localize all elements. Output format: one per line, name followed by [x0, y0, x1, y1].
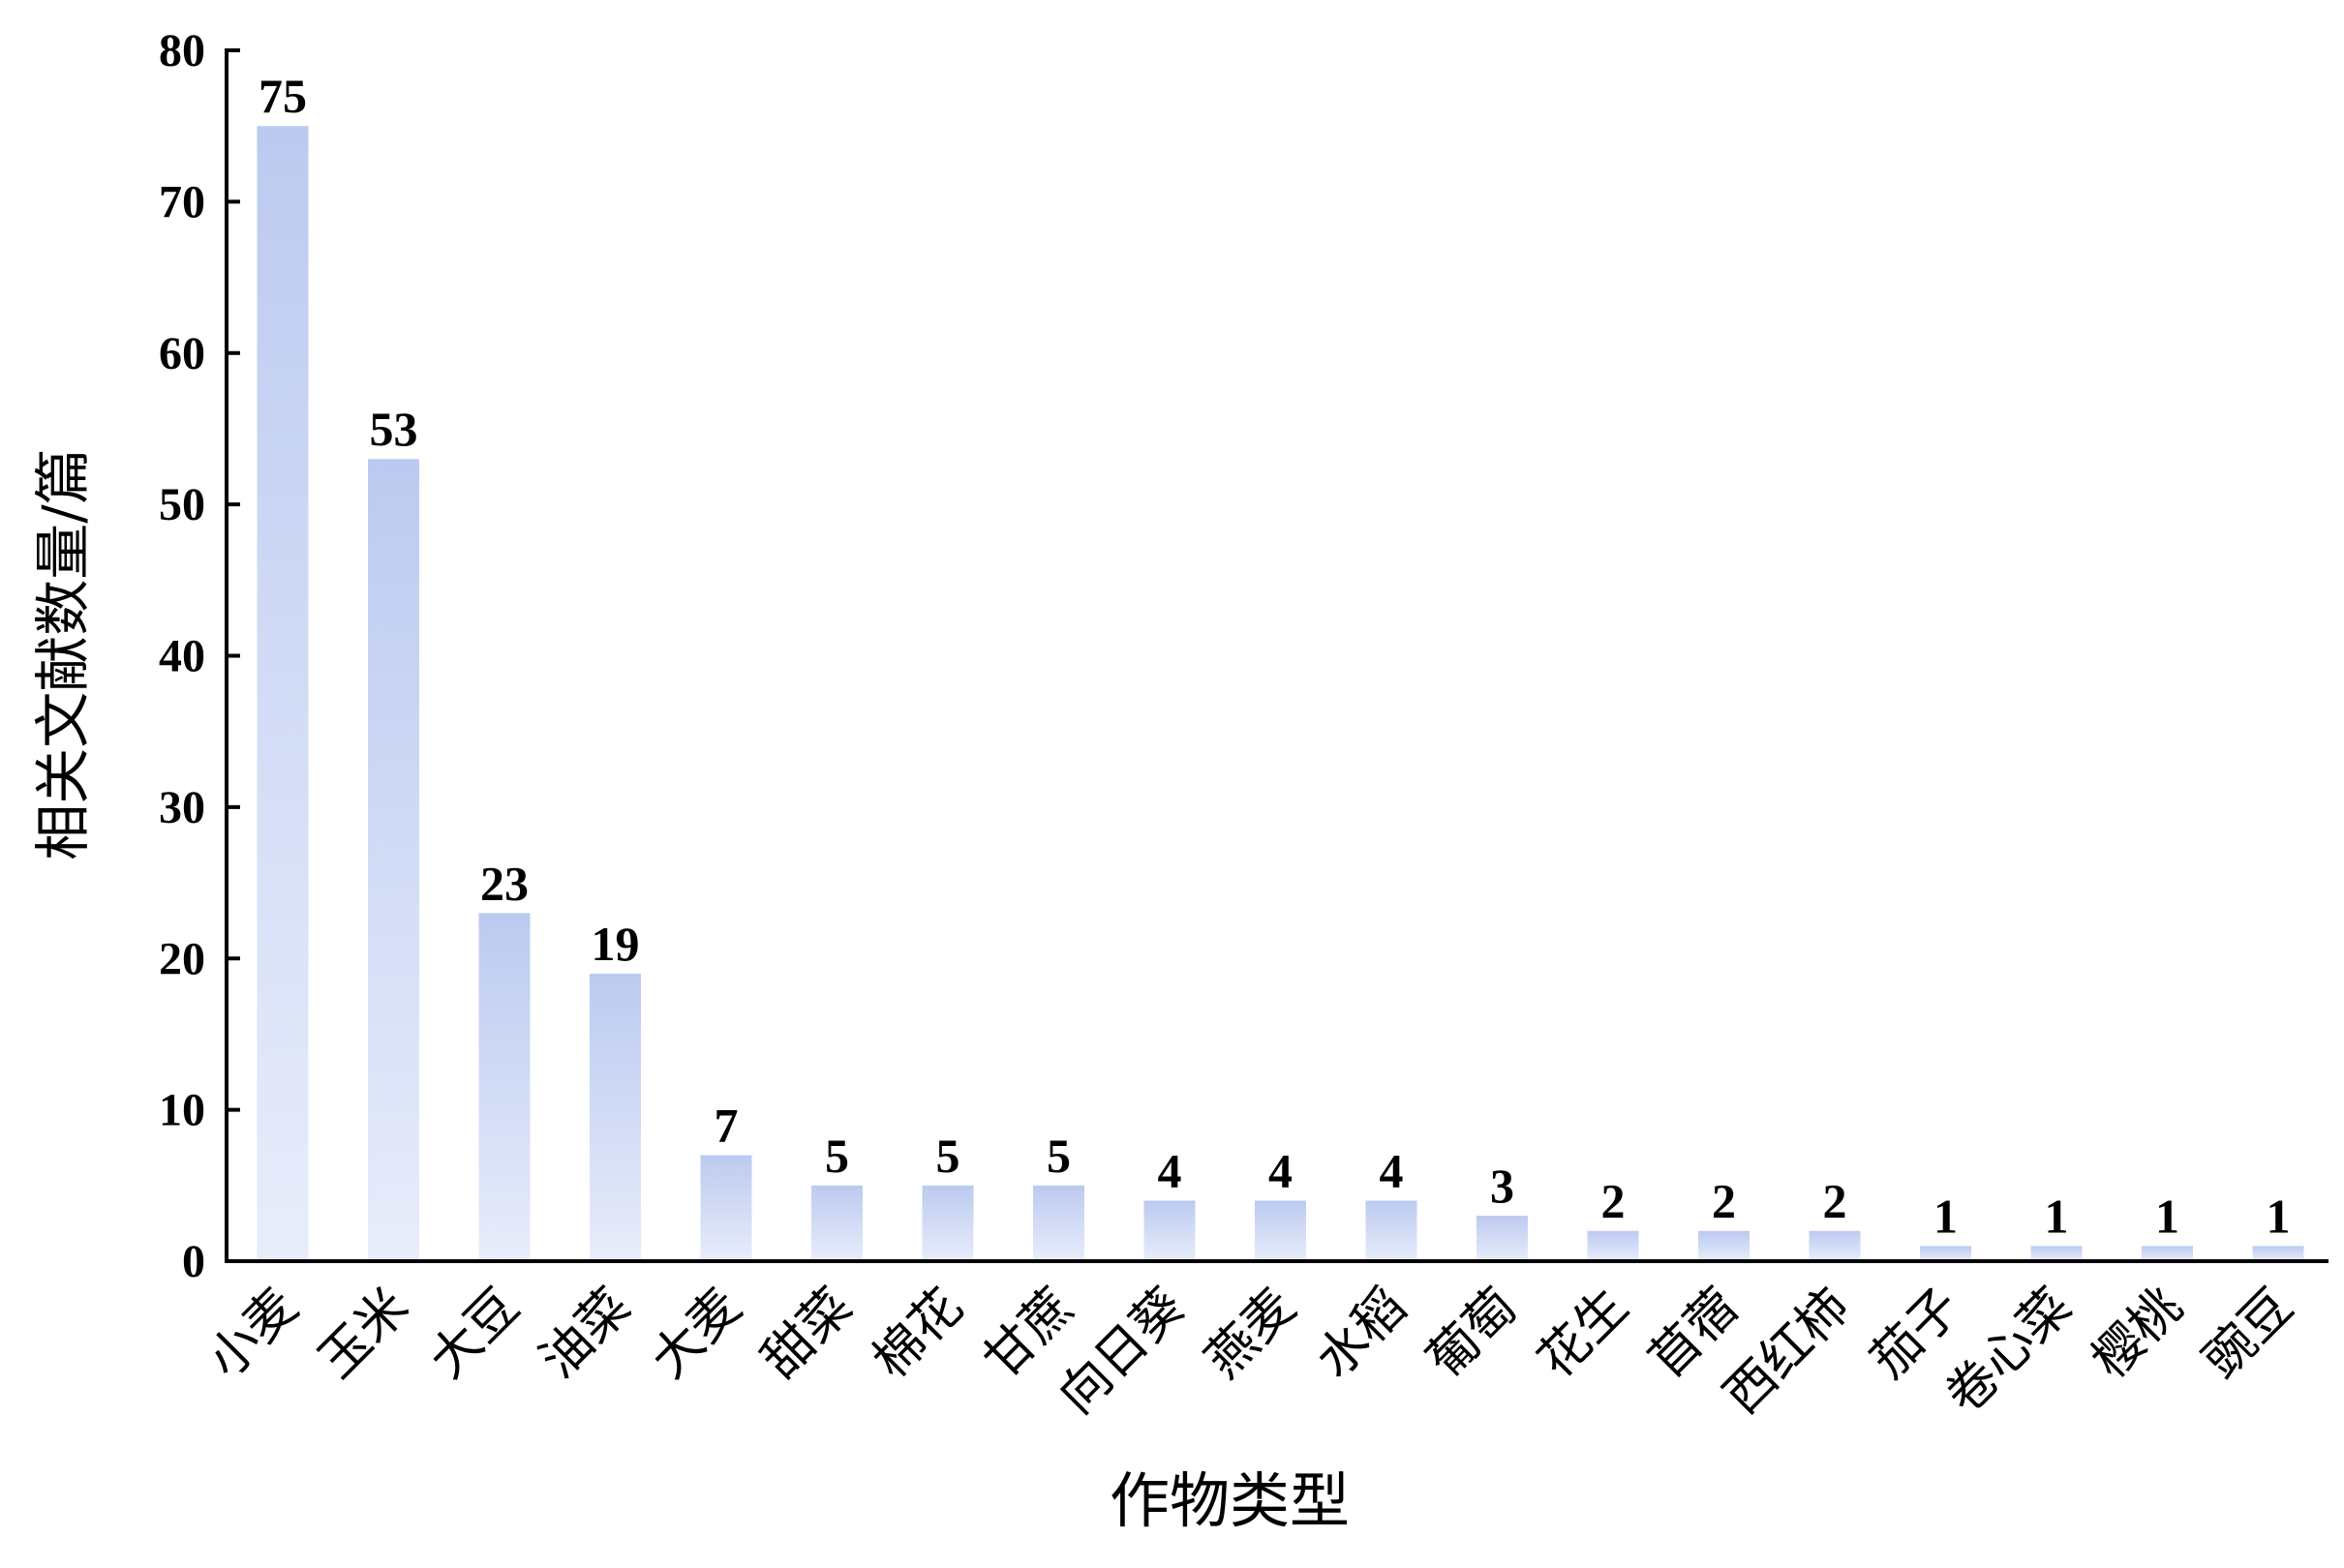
bar-17	[2142, 1246, 2193, 1261]
x-tick-labels: 小麦玉米大豆油菜大麦甜菜棉花甘蔗向日葵燕麦水稻葡萄花生苜蓿西红柿茄子卷心菜樱桃豌…	[197, 1278, 2304, 1426]
bar-3	[590, 973, 641, 1261]
x-tick-label: 油菜	[530, 1278, 642, 1390]
x-tick-label: 樱桃	[2082, 1278, 2194, 1390]
data-label: 4	[1380, 1143, 1404, 1197]
x-axis-label: 作物类型	[1110, 1465, 1350, 1536]
x-tick-label: 葡萄	[1416, 1278, 1529, 1390]
data-label: 7	[715, 1099, 739, 1153]
x-tick-label: 燕麦	[1195, 1278, 1307, 1390]
x-tick-label: 小麦	[197, 1278, 309, 1390]
bar-8	[1143, 1200, 1196, 1261]
y-tick-label: 70	[159, 176, 205, 227]
x-tick-label: 卷心菜	[1934, 1278, 2083, 1426]
bar-10	[1365, 1200, 1417, 1261]
data-label: 1	[2267, 1189, 2291, 1243]
y-axis-label: 相关文献数量/篇	[30, 448, 96, 860]
data-label: 1	[2045, 1189, 2069, 1243]
data-label: 3	[1490, 1159, 1514, 1213]
x-tick-label: 西红柿	[1713, 1278, 1861, 1426]
data-label: 5	[825, 1129, 849, 1183]
x-tick-label: 花生	[1527, 1278, 1639, 1390]
x-tick-label: 甜菜	[751, 1278, 864, 1390]
bar-14	[1809, 1230, 1861, 1261]
bar-5	[811, 1185, 863, 1261]
data-label: 4	[1268, 1143, 1293, 1197]
bar-6	[922, 1185, 974, 1261]
bar-2	[478, 913, 531, 1261]
bar-7	[1033, 1185, 1084, 1261]
data-label: 4	[1158, 1143, 1182, 1197]
bar-13	[1698, 1230, 1750, 1261]
x-tick-label: 豌豆	[2192, 1278, 2304, 1390]
data-label: 5	[1047, 1129, 1071, 1183]
x-tick-label: 玉米	[308, 1278, 420, 1390]
bar-0	[257, 126, 309, 1261]
y-axis-ticks: 0 10 20 30 40 50 60 70 80	[159, 25, 240, 1287]
data-label: 53	[370, 402, 418, 456]
bar-18	[2252, 1246, 2304, 1261]
data-label: 19	[592, 917, 640, 971]
bar-15	[1920, 1246, 1971, 1261]
y-tick-label: 50	[159, 479, 205, 530]
y-tick-label: 10	[159, 1085, 205, 1136]
bar-11	[1476, 1216, 1528, 1261]
data-label: 1	[1933, 1189, 1958, 1243]
bar-12	[1587, 1230, 1639, 1261]
x-tick-label: 向日葵	[1048, 1278, 1196, 1426]
y-tick-label: 40	[159, 631, 205, 682]
x-tick-label: 棉花	[862, 1278, 974, 1390]
y-tick-label: 60	[159, 328, 205, 379]
data-label: 1	[2155, 1189, 2179, 1243]
data-label: 23	[480, 856, 529, 910]
x-tick-label: 水稻	[1305, 1278, 1417, 1390]
bar-16	[2030, 1246, 2083, 1261]
x-tick-label: 大麦	[640, 1278, 752, 1390]
bar-9	[1255, 1200, 1306, 1261]
data-label: 2	[1823, 1174, 1847, 1228]
x-tick-label: 大豆	[418, 1278, 531, 1390]
y-tick-label: 20	[159, 933, 205, 984]
data-label: 5	[936, 1129, 960, 1183]
y-tick-label: 0	[182, 1236, 205, 1287]
bar-4	[700, 1155, 752, 1261]
y-tick-label: 30	[159, 782, 205, 833]
y-tick-label: 80	[159, 25, 205, 76]
bar-1	[368, 459, 419, 1261]
bars	[257, 126, 2304, 1261]
data-label: 2	[1712, 1174, 1736, 1228]
data-label: 2	[1601, 1174, 1626, 1228]
data-label: 75	[259, 69, 307, 123]
